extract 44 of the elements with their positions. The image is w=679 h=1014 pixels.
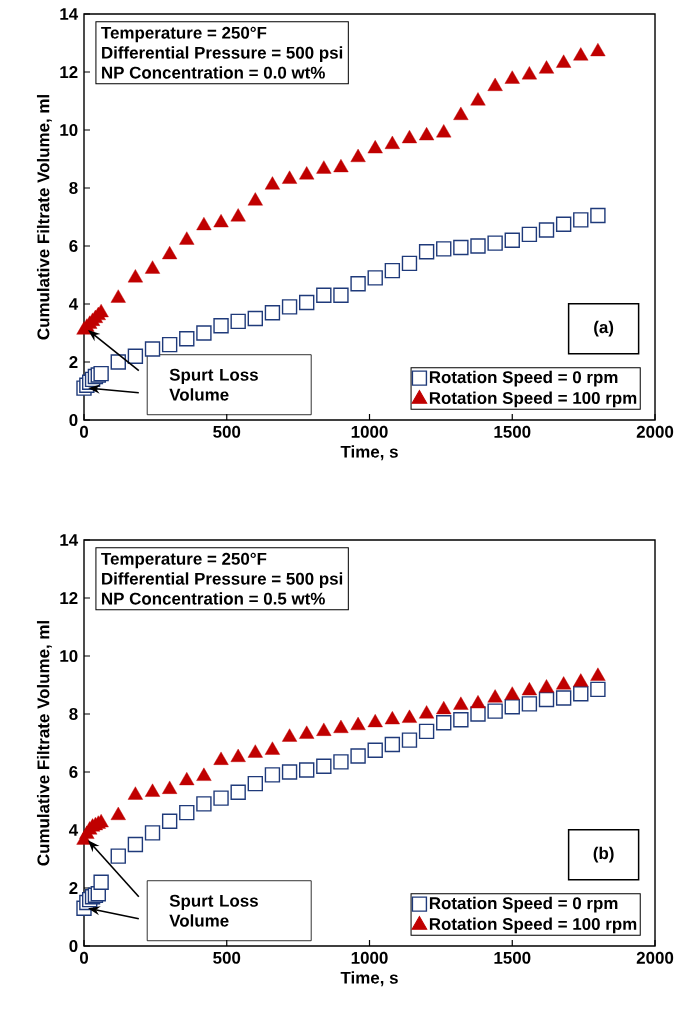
x-tick-label: 0 bbox=[79, 425, 88, 438]
annotation: Differential Pressure = 500 psi bbox=[101, 46, 342, 63]
annotation: Spurt Loss Volume bbox=[169, 368, 258, 401]
x-tick-label: 0 bbox=[79, 951, 88, 964]
x-axis-title: Time, s bbox=[340, 971, 398, 987]
annotation: NP Concentration = 0.0 wt% bbox=[101, 66, 325, 79]
x-tick-label: 2000 bbox=[636, 951, 673, 964]
y-axis-title: Cumulative Filtrate Volume, ml bbox=[36, 621, 52, 866]
annotation: Spurt Loss Volume bbox=[169, 894, 258, 927]
x-tick-label: 2000 bbox=[636, 425, 673, 438]
y-tick-label: 2 bbox=[69, 882, 78, 894]
y-tick-label: 14 bbox=[60, 534, 78, 546]
y-tick-label: 8 bbox=[69, 181, 78, 194]
y-tick-label: 14 bbox=[60, 8, 78, 20]
y-axis-title: Cumulative Filtrate Volume, ml bbox=[36, 95, 52, 340]
y-tick-label: 10 bbox=[60, 123, 78, 136]
annotation: Temperature = 250°F bbox=[100, 552, 267, 569]
legend-label: Rotation Speed = 0 rpm bbox=[429, 896, 618, 913]
annotation: Differential Pressure = 500 psi bbox=[101, 572, 342, 589]
y-tick-label: 8 bbox=[69, 708, 78, 720]
x-tick-label: 1000 bbox=[351, 425, 388, 438]
y-tick-label: 12 bbox=[60, 66, 78, 78]
y-tick-label: 0 bbox=[69, 413, 78, 426]
y-tick-label: 12 bbox=[60, 592, 78, 604]
y-tick-label: 6 bbox=[69, 766, 78, 778]
y-tick-label: 6 bbox=[69, 239, 78, 252]
x-axis-title: Time, s bbox=[340, 445, 398, 461]
x-tick-label: 1500 bbox=[494, 951, 531, 964]
y-tick-label: 0 bbox=[69, 940, 78, 952]
annotation: Temperature = 250°F bbox=[100, 26, 267, 43]
x-tick-label: 1000 bbox=[351, 951, 388, 964]
x-tick-label: 1500 bbox=[494, 425, 531, 438]
y-tick-label: 4 bbox=[68, 824, 78, 836]
x-tick-label: 500 bbox=[212, 951, 240, 964]
y-tick-label: 4 bbox=[68, 298, 78, 310]
legend-label: Rotation Speed = 100 rpm bbox=[429, 917, 636, 934]
x-tick-label: 500 bbox=[212, 425, 240, 438]
annotation: (a) bbox=[593, 320, 613, 337]
legend-label: Rotation Speed = 100 rpm bbox=[429, 391, 636, 408]
y-tick-label: 10 bbox=[60, 649, 78, 662]
y-tick-label: 2 bbox=[69, 356, 78, 368]
legend-label: Rotation Speed = 0 rpm bbox=[429, 370, 618, 387]
annotation: NP Concentration = 0.5 wt% bbox=[101, 592, 325, 605]
annotation: (b) bbox=[593, 846, 614, 863]
